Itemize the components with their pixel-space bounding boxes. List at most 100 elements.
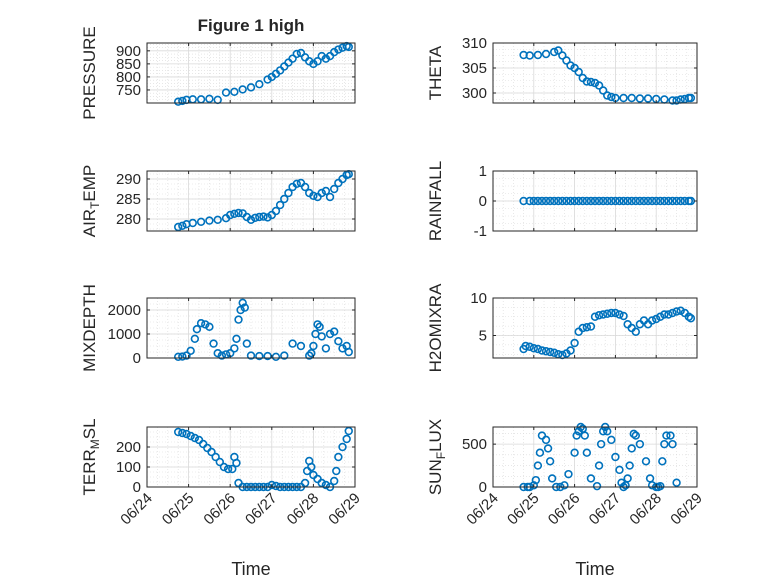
data-point xyxy=(174,352,183,361)
data-point xyxy=(598,427,608,436)
data-point xyxy=(647,196,657,206)
data-point xyxy=(656,196,665,206)
data-point xyxy=(219,462,229,472)
data-point xyxy=(196,319,206,328)
data-point xyxy=(232,334,241,343)
data-point xyxy=(562,196,571,206)
y-axis-label: AIRTEMP xyxy=(80,165,102,238)
data-point xyxy=(580,431,589,440)
data-point xyxy=(300,478,310,488)
data-point xyxy=(325,329,335,339)
data-point xyxy=(317,188,326,198)
data-series xyxy=(174,426,353,492)
y-axis-label: RAINFALL xyxy=(426,161,445,241)
data-point xyxy=(334,452,343,462)
axes-box xyxy=(492,297,698,359)
data-point xyxy=(338,442,347,452)
data-point xyxy=(545,196,555,206)
data-point xyxy=(338,344,347,353)
data-point xyxy=(623,196,632,206)
data-point xyxy=(234,208,243,218)
data-point xyxy=(607,435,616,445)
data-point xyxy=(271,206,281,216)
y-tick-label: 1000 xyxy=(108,326,141,343)
data-point xyxy=(607,196,616,206)
y-tick-label: -1 xyxy=(474,223,487,240)
data-point xyxy=(182,351,191,360)
data-point xyxy=(196,217,206,227)
data-point xyxy=(660,439,669,449)
data-point xyxy=(521,341,530,351)
data-point xyxy=(562,56,571,65)
data-point xyxy=(560,481,569,490)
data-point xyxy=(246,351,256,360)
data-point xyxy=(240,303,249,312)
data-point xyxy=(641,457,651,466)
data-point xyxy=(545,457,555,466)
data-point xyxy=(332,466,341,476)
data-point xyxy=(292,179,301,189)
data-point xyxy=(309,341,318,351)
data-point xyxy=(263,213,272,222)
data-point xyxy=(619,196,628,206)
data-point xyxy=(598,196,608,206)
y-axis-label: PRESSURE xyxy=(80,26,99,120)
data-point xyxy=(582,323,592,332)
data-point xyxy=(582,196,592,206)
data-point xyxy=(662,431,671,440)
data-point xyxy=(296,48,306,58)
data-point xyxy=(330,184,339,194)
data-point xyxy=(566,346,575,355)
data-point xyxy=(174,222,183,232)
data-point xyxy=(221,88,231,97)
data-point xyxy=(635,439,645,449)
data-point xyxy=(631,196,640,206)
data-point xyxy=(558,196,567,206)
data-point xyxy=(668,308,677,318)
data-point xyxy=(228,464,237,474)
y-tick-label: 300 xyxy=(462,85,487,102)
data-point xyxy=(578,196,587,206)
data-point xyxy=(607,92,616,102)
y-tick-label: 280 xyxy=(116,211,141,228)
subplot-3: 280 285 290 AIRTEMP xyxy=(80,165,356,238)
data-point xyxy=(259,212,268,221)
data-point xyxy=(296,341,306,351)
data-point xyxy=(211,452,220,462)
data-point xyxy=(625,461,634,470)
data-point xyxy=(666,431,675,440)
data-point xyxy=(317,478,326,488)
data-point xyxy=(533,344,543,354)
data-point xyxy=(631,431,640,440)
data-point xyxy=(656,481,665,491)
data-point xyxy=(627,93,636,103)
y-tick-label: 2000 xyxy=(108,302,141,319)
data-point xyxy=(334,45,343,54)
data-point xyxy=(647,316,657,325)
data-point xyxy=(330,476,339,486)
data-point xyxy=(598,310,608,319)
data-point xyxy=(267,480,276,490)
y-tick-label: 310 xyxy=(462,35,487,52)
data-point xyxy=(627,444,636,453)
y-tick-label: 285 xyxy=(116,191,141,208)
data-point xyxy=(658,457,667,466)
data-point xyxy=(209,339,218,348)
subplot-5: 0 1000 2000 MIXDEPTH xyxy=(80,284,356,372)
data-point xyxy=(607,308,616,318)
data-point xyxy=(664,310,673,319)
data-point xyxy=(190,334,200,343)
data-point xyxy=(309,191,318,201)
data-series xyxy=(174,298,353,361)
data-point xyxy=(238,85,247,94)
data-point xyxy=(564,469,573,479)
data-point xyxy=(686,93,696,103)
y-tick-label: 750 xyxy=(116,82,141,99)
data-point xyxy=(529,196,538,206)
data-point xyxy=(344,42,353,52)
data-point xyxy=(578,323,587,333)
data-point xyxy=(533,196,543,206)
data-point xyxy=(676,306,685,315)
data-point xyxy=(594,311,604,320)
